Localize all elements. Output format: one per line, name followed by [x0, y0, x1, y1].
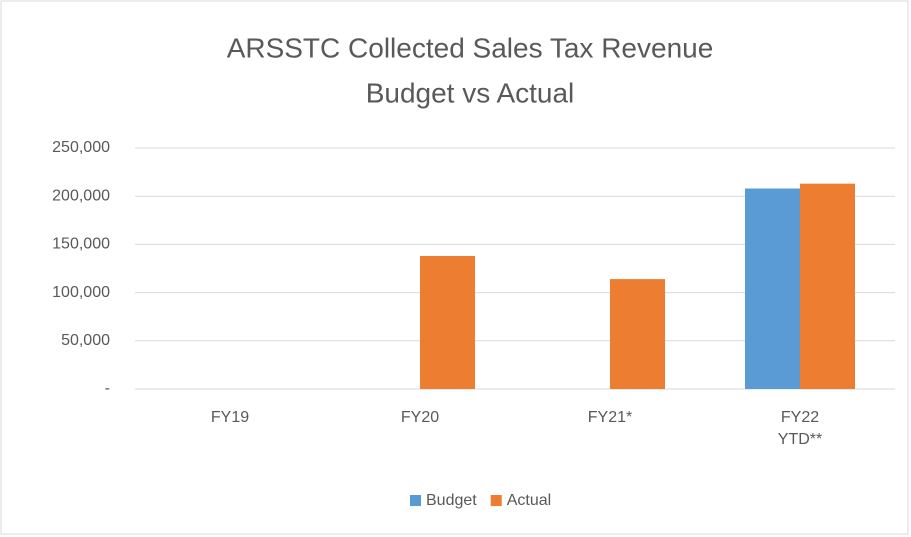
y-tick-label: -	[105, 380, 110, 397]
y-tick-label: 250,000	[52, 139, 110, 156]
bar	[610, 279, 665, 389]
y-tick-label: 150,000	[52, 236, 110, 253]
x-tick-label: FY22 YTD**	[777, 409, 823, 448]
y-tick-label: 200,000	[52, 187, 110, 204]
x-tick-label: FY20	[400, 409, 440, 426]
x-tick-label: FY19	[210, 409, 250, 426]
legend-label: Actual	[507, 492, 551, 509]
chart-subtitle: Budget vs Actual	[366, 77, 575, 108]
legend-label: Budget	[426, 492, 477, 509]
bar	[745, 188, 800, 389]
x-tick-label: FY21*	[587, 409, 633, 426]
bar	[800, 183, 855, 389]
chart-title: ARSSTC Collected Sales Tax Revenue	[227, 32, 714, 63]
y-tick-label: 100,000	[52, 284, 110, 301]
legend-swatch	[490, 495, 502, 506]
y-tick-label: 50,000	[61, 332, 110, 349]
bar	[420, 255, 475, 389]
legend-swatch	[410, 495, 421, 506]
